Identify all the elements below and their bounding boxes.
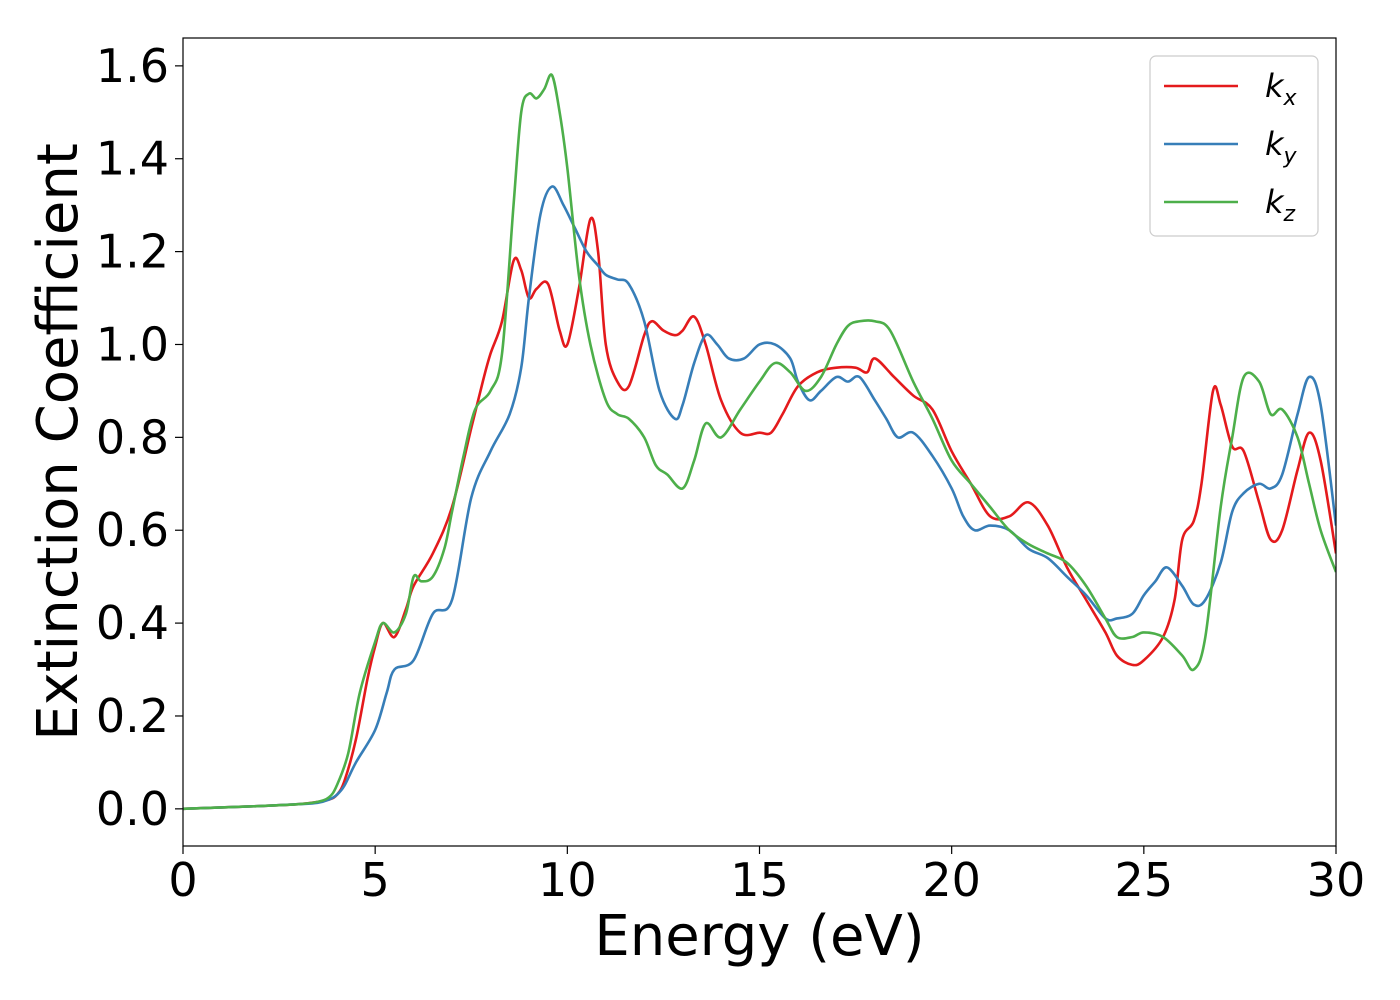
x-tick-label: 0 (168, 853, 197, 907)
y-tick-label: 1.0 (96, 317, 169, 371)
y-tick-label: 0.0 (96, 782, 169, 836)
legend-label-kz: kz (1265, 183, 1296, 227)
series-line-kx (183, 216, 1336, 811)
x-tick-label: 30 (1307, 853, 1366, 907)
legend: kx ky kz (1149, 55, 1319, 237)
x-tick-label: 20 (922, 853, 981, 907)
legend-label-ky: ky (1265, 125, 1298, 169)
y-tick-label: 0.8 (96, 410, 169, 464)
y-tick-label: 1.6 (96, 39, 169, 93)
y-tick-label: 1.4 (96, 132, 169, 186)
x-tick-label: 10 (538, 853, 597, 907)
x-tick-label: 5 (361, 853, 390, 907)
y-tick-label: 0.6 (96, 503, 169, 557)
x-axis-ticks: 0 5 10 15 20 25 30 (168, 846, 1365, 907)
x-tick-label: 25 (1115, 853, 1174, 907)
series-line-kz (183, 73, 1336, 811)
series-line-ky (183, 185, 1336, 811)
legend-label-kx: kx (1265, 67, 1298, 111)
y-tick-label: 0.2 (96, 689, 169, 743)
y-axis-title: Extinction Coefficient (26, 143, 91, 741)
y-tick-label: 0.4 (96, 596, 169, 650)
x-tick-label: 15 (730, 853, 789, 907)
plot-lines (183, 73, 1336, 811)
x-axis-title: Energy (eV) (594, 904, 924, 969)
legend-box (1149, 55, 1319, 237)
y-tick-label: 1.2 (96, 225, 169, 279)
y-axis-ticks: 0.0 0.2 0.4 0.6 0.8 1.0 1.2 1.4 1.6 (96, 39, 183, 836)
